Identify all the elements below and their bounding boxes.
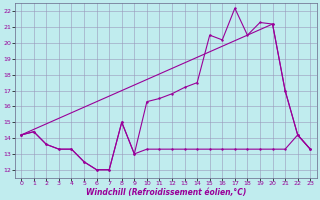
X-axis label: Windchill (Refroidissement éolien,°C): Windchill (Refroidissement éolien,°C) xyxy=(85,188,246,197)
